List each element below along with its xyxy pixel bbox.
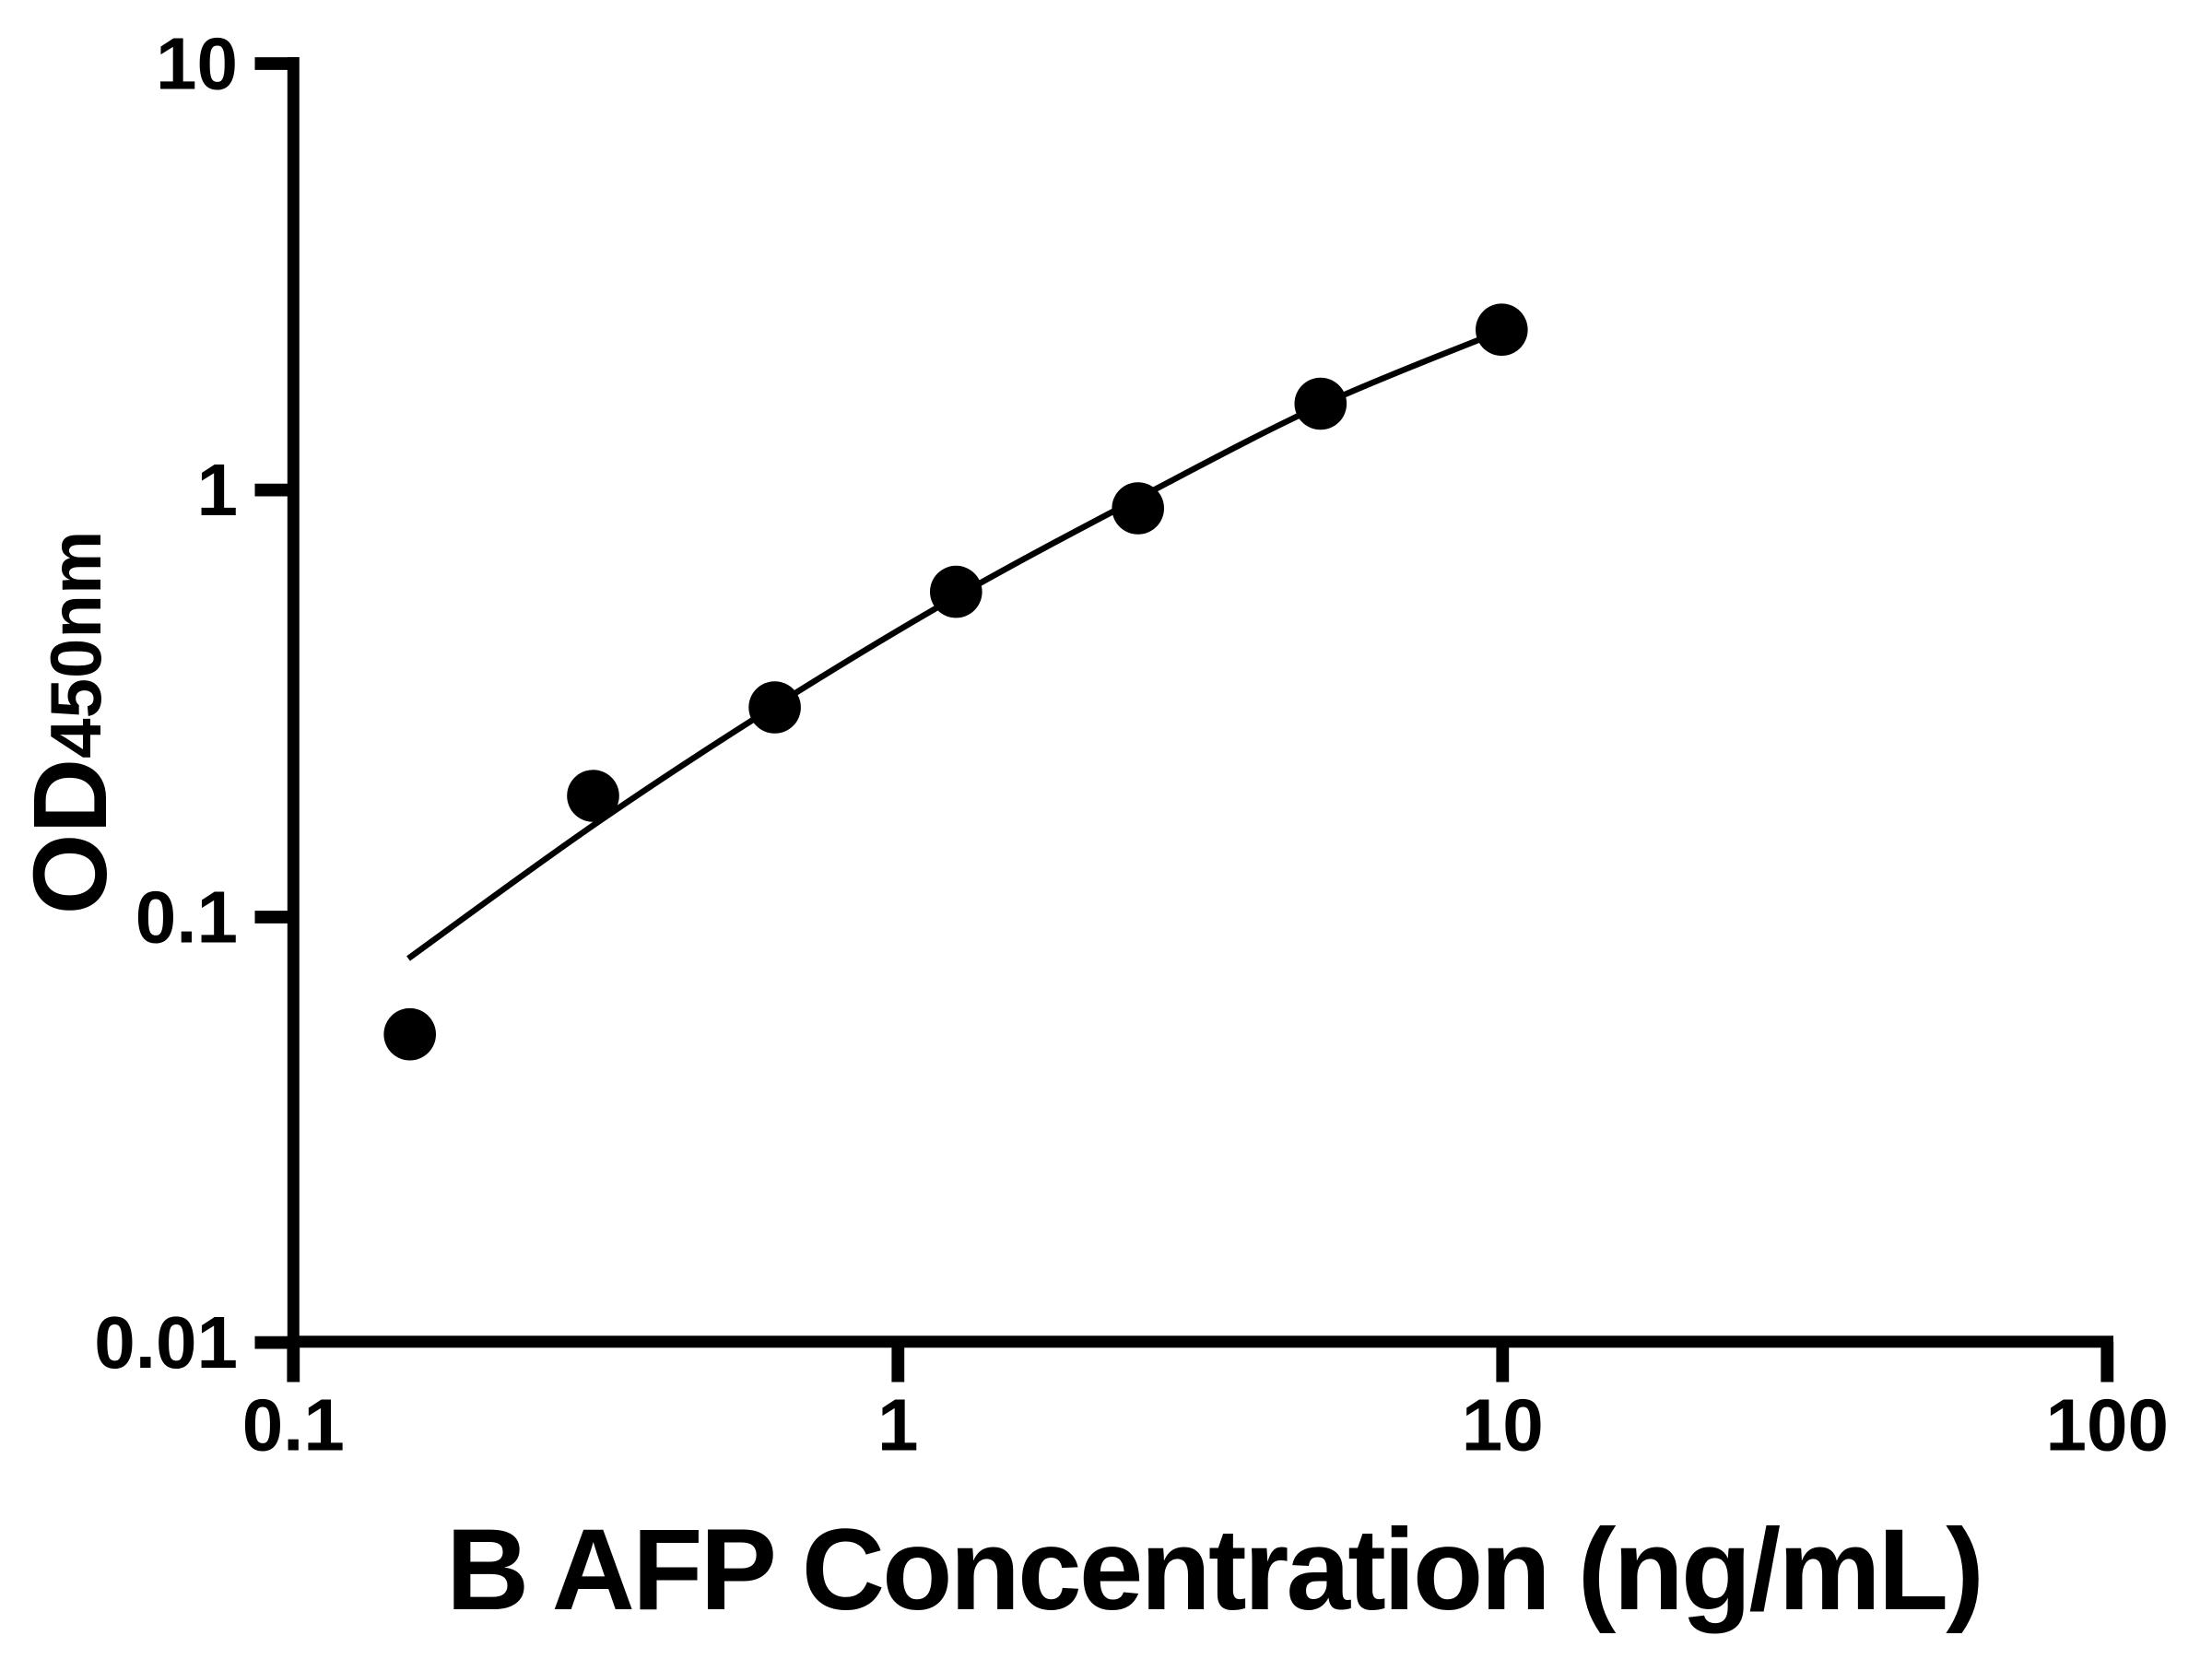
svg-text:1: 1 [197,449,239,531]
svg-text:1: 1 [877,1384,919,1466]
svg-text:B AFP Concentration (ng/mL): B AFP Concentration (ng/mL) [446,1506,1982,1634]
svg-text:0.1: 0.1 [135,877,238,959]
svg-text:OD450nm: OD450nm [12,531,128,915]
svg-text:10: 10 [1462,1384,1544,1466]
svg-text:0.01: 0.01 [94,1301,238,1383]
svg-text:10: 10 [156,23,238,105]
svg-text:0.1: 0.1 [242,1384,345,1466]
svg-text:100: 100 [2046,1384,2169,1466]
